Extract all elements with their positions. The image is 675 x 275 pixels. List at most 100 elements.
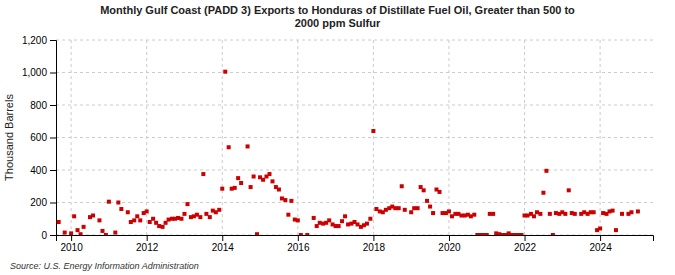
point [100, 229, 104, 233]
point [151, 217, 155, 221]
point [233, 186, 237, 190]
point [214, 210, 218, 214]
point [497, 232, 501, 235]
plot: 2010201220142016201820202022202402004006… [22, 35, 654, 253]
point [412, 206, 416, 210]
point [340, 219, 344, 223]
point [126, 210, 130, 214]
source-note: Source: U.S. Energy Information Administ… [10, 261, 199, 271]
point [198, 215, 202, 219]
point [305, 233, 309, 235]
y-tick-mark [50, 138, 56, 139]
point [416, 206, 420, 210]
point [271, 179, 275, 183]
point [450, 214, 454, 218]
x-grid-line [373, 40, 374, 235]
x-tick-mark [600, 235, 601, 241]
point [312, 216, 316, 220]
point [157, 224, 161, 228]
x-tick-label: 2020 [438, 242, 461, 253]
point [267, 172, 271, 176]
title: Monthly Gulf Coast (PADD 3) Exports to H… [100, 4, 575, 29]
point [365, 222, 369, 226]
y-axis-title: Thousand Barrels [3, 94, 15, 181]
point [161, 225, 165, 229]
point [76, 228, 80, 232]
y-axis: 02004006008001,0001,200 [22, 35, 57, 241]
y-tick-mark [50, 105, 56, 106]
x-tick-label: 2024 [589, 242, 612, 253]
point [236, 176, 240, 180]
x-tick-label: 2012 [136, 242, 159, 253]
point [507, 231, 511, 235]
point [72, 214, 76, 218]
point [535, 210, 539, 214]
point [563, 212, 567, 216]
y-tick: 0 [41, 230, 56, 241]
x-tick-mark [373, 235, 374, 241]
point [132, 218, 136, 222]
y-tick-mark [50, 170, 56, 171]
y-grid-line [56, 40, 653, 41]
point [79, 232, 83, 235]
y-tick-mark [50, 40, 56, 41]
point [346, 222, 350, 226]
y-tick: 200 [30, 197, 56, 208]
y-grid-line [56, 202, 653, 203]
point [208, 215, 212, 219]
point [104, 233, 108, 235]
x-tick-mark [147, 235, 148, 241]
point [57, 220, 61, 224]
point [179, 217, 183, 221]
y-tick-mark [50, 73, 56, 74]
x-tick-label: 2016 [287, 242, 310, 253]
point [195, 213, 199, 217]
x-tick: 2024 [589, 235, 612, 253]
x-grid-line [71, 40, 72, 235]
point [356, 222, 360, 226]
point [611, 209, 615, 213]
point [526, 214, 530, 218]
point [425, 199, 429, 203]
x-tick-mark [525, 235, 526, 241]
point [167, 218, 171, 222]
y-tick-label: 0 [41, 230, 47, 241]
point [145, 209, 149, 213]
point [520, 233, 524, 235]
point [384, 208, 388, 212]
y-tick-label: 600 [30, 132, 47, 143]
chart: Monthly Gulf Coast (PADD 3) Exports to H… [0, 0, 675, 275]
point [129, 220, 133, 224]
y-tick: 1,000 [22, 67, 56, 78]
point [409, 210, 413, 214]
y-tick: 600 [30, 132, 56, 143]
x-tick-label: 2018 [363, 242, 386, 253]
y-grid-line [56, 105, 653, 106]
point [204, 212, 208, 216]
title-line: 2000 ppm Sulfur [295, 17, 381, 29]
point [469, 214, 473, 218]
point [548, 212, 552, 216]
point [629, 210, 633, 214]
point [277, 188, 281, 192]
point [447, 209, 451, 213]
point [223, 70, 227, 74]
point [113, 231, 117, 235]
point [185, 202, 189, 206]
y-tick-label: 400 [30, 165, 47, 176]
point [598, 227, 602, 231]
point [551, 233, 555, 235]
point [485, 233, 489, 235]
point [554, 211, 558, 215]
point [182, 212, 186, 216]
y-grid-line [56, 72, 653, 73]
point [135, 214, 139, 218]
y-tick-label: 200 [30, 197, 47, 208]
y-tick-mark [50, 235, 56, 236]
point [249, 185, 253, 189]
point [422, 188, 426, 192]
point [472, 213, 476, 217]
point [601, 211, 605, 215]
point [239, 181, 243, 185]
point [532, 214, 536, 218]
